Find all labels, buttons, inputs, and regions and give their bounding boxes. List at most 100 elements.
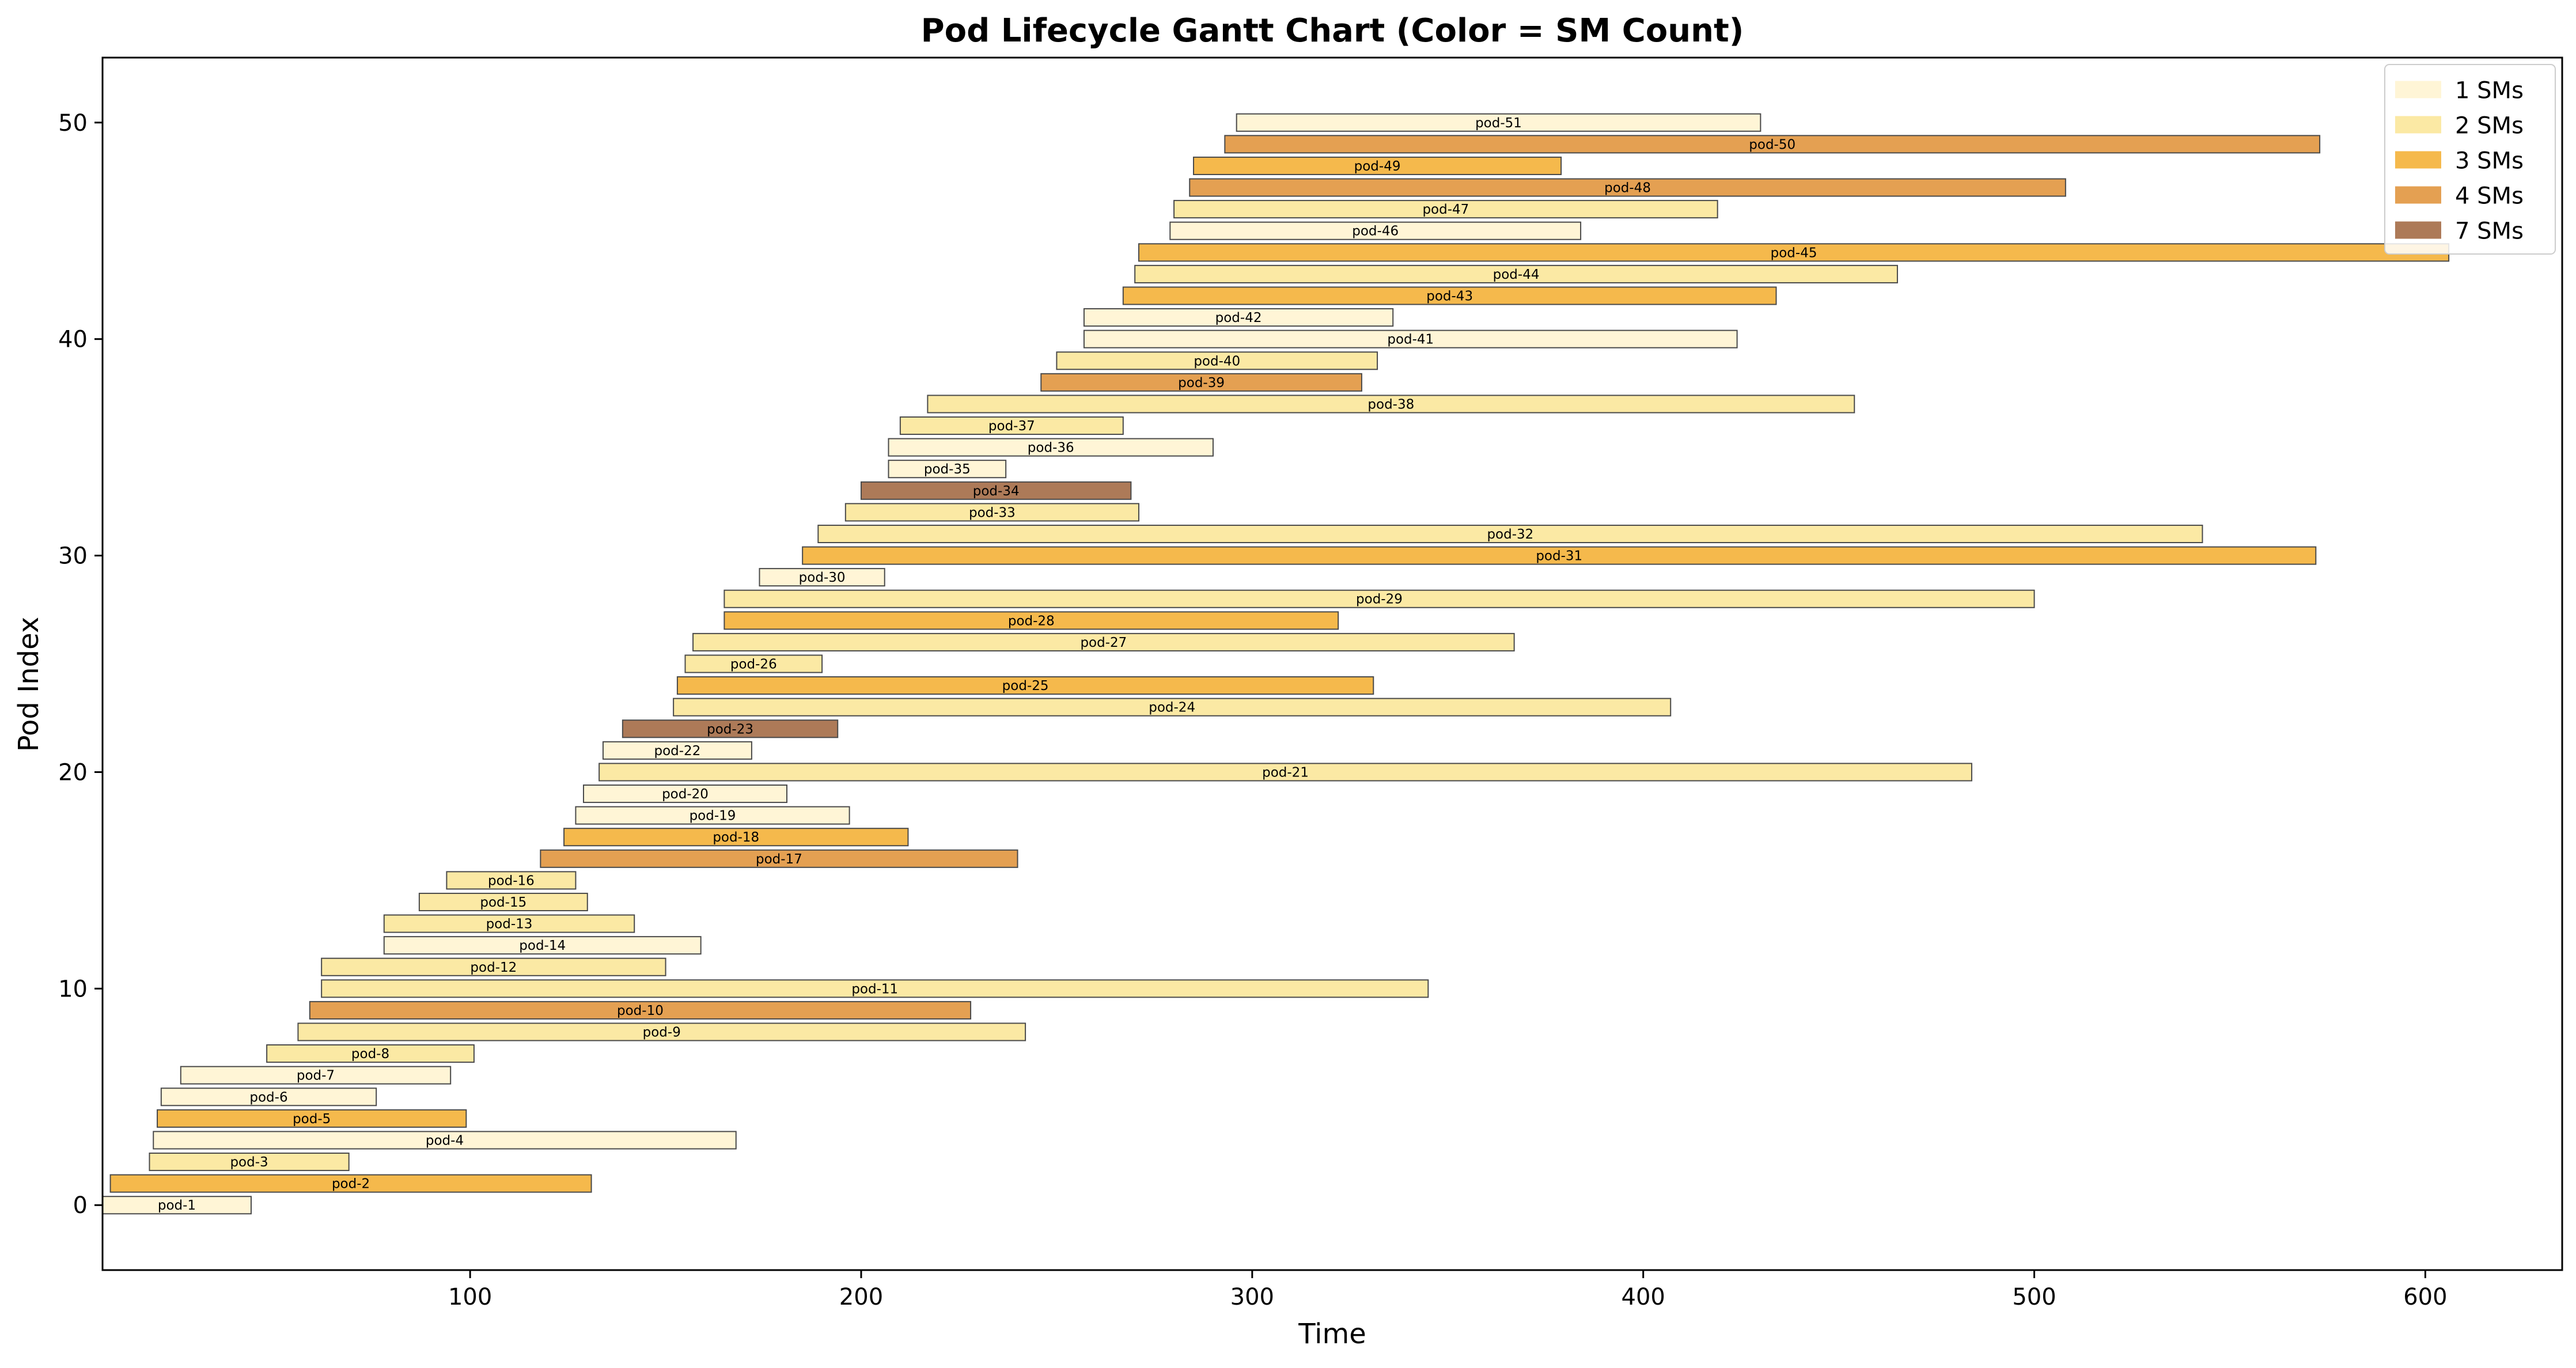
bar-label-pod-39: pod-39 bbox=[1178, 376, 1225, 391]
bar-label-pod-8: pod-8 bbox=[351, 1047, 389, 1062]
gantt-bar-pod-24 bbox=[673, 698, 1672, 717]
gantt-bar-pod-37 bbox=[899, 416, 1124, 435]
bar-label-pod-23: pod-23 bbox=[707, 722, 753, 737]
y-axis-label: Pod Index bbox=[13, 617, 45, 752]
bar-label-pod-11: pod-11 bbox=[851, 982, 898, 996]
bar-label-pod-40: pod-40 bbox=[1194, 354, 1240, 369]
y-tick-label: 30 bbox=[58, 543, 88, 570]
gantt-bar-pod-17 bbox=[540, 849, 1018, 868]
bar-label-pod-25: pod-25 bbox=[1002, 679, 1049, 694]
bar-label-pod-14: pod-14 bbox=[519, 938, 566, 953]
bar-label-pod-34: pod-34 bbox=[973, 484, 1020, 499]
x-tick-label: 100 bbox=[448, 1284, 492, 1310]
gantt-bar-pod-42 bbox=[1083, 308, 1394, 327]
legend-swatch bbox=[2395, 186, 2441, 204]
gantt-bar-pod-18 bbox=[563, 828, 909, 847]
bar-label-pod-48: pod-48 bbox=[1604, 181, 1651, 196]
axes-layer: 100 200 300 400 500 600 0 10 20 30 40 50 bbox=[58, 56, 2563, 1310]
bar-label-pod-20: pod-20 bbox=[662, 787, 709, 802]
bar-label-pod-45: pod-45 bbox=[1771, 245, 1817, 260]
bar-label-pod-19: pod-19 bbox=[690, 809, 736, 824]
plot-frame bbox=[101, 56, 2563, 1271]
bar-label-pod-35: pod-35 bbox=[924, 462, 971, 477]
bar-label-pod-46: pod-46 bbox=[1352, 224, 1399, 239]
bar-label-pod-26: pod-26 bbox=[730, 657, 777, 672]
x-tick-label: 200 bbox=[839, 1284, 883, 1310]
legend-swatch bbox=[2395, 151, 2441, 169]
gantt-bar-pod-49 bbox=[1193, 156, 1562, 175]
gantt-bar-pod-50 bbox=[1224, 135, 2321, 154]
gantt-bar-pod-48 bbox=[1189, 178, 2066, 197]
gantt-bar-pod-13 bbox=[383, 914, 635, 933]
bar-label-pod-47: pod-47 bbox=[1422, 202, 1469, 217]
gantt-bar-pod-9 bbox=[297, 1022, 1026, 1041]
gantt-bar-pod-19 bbox=[575, 806, 850, 825]
gantt-bar-pod-25 bbox=[676, 676, 1374, 695]
gantt-bar-pod-22 bbox=[602, 741, 752, 760]
bar-label-pod-30: pod-30 bbox=[799, 570, 846, 585]
chart-title: Pod Lifecycle Gantt Chart (Color = SM Co… bbox=[921, 12, 1744, 50]
gantt-bar-pod-43 bbox=[1122, 286, 1777, 305]
y-tick-label: 20 bbox=[58, 759, 88, 786]
bar-label-pod-6: pod-6 bbox=[249, 1090, 287, 1105]
bar-label-pod-7: pod-7 bbox=[297, 1068, 335, 1083]
x-axis-label: Time bbox=[1298, 1318, 1366, 1350]
gantt-bar-pod-38 bbox=[927, 395, 1855, 414]
gantt-bar-pod-11 bbox=[321, 979, 1429, 998]
bar-label-pod-33: pod-33 bbox=[969, 505, 1016, 520]
bar-label-pod-21: pod-21 bbox=[1262, 765, 1309, 780]
bars-layer: pod-1 pod-2 pod-3 pod-4 pod-5 pod-6 pod-7 pod-8… bbox=[102, 113, 2450, 1215]
legend-swatch bbox=[2395, 221, 2441, 239]
x-tick-label: 500 bbox=[2012, 1284, 2056, 1310]
bar-label-pod-41: pod-41 bbox=[1387, 332, 1434, 347]
legend: 1 SMs 2 SMs 3 SMs 4 SMs 7 SMs bbox=[2384, 64, 2556, 255]
bar-label-pod-50: pod-50 bbox=[1749, 137, 1795, 152]
gantt-bar-pod-12 bbox=[321, 957, 666, 976]
gantt-bar-pod-8 bbox=[266, 1044, 475, 1063]
gantt-bar-pod-10 bbox=[309, 1001, 972, 1020]
gantt-bar-pod-14 bbox=[383, 936, 702, 955]
gantt-bar-pod-7 bbox=[180, 1066, 452, 1085]
gantt-bar-pod-16 bbox=[446, 871, 577, 890]
bar-label-pod-1: pod-1 bbox=[158, 1198, 196, 1213]
gantt-bar-pod-3 bbox=[149, 1153, 350, 1172]
legend-swatch bbox=[2395, 116, 2441, 134]
bar-label-pod-37: pod-37 bbox=[988, 419, 1035, 434]
gantt-bar-pod-33 bbox=[844, 503, 1139, 522]
bar-label-pod-5: pod-5 bbox=[293, 1112, 331, 1127]
bar-label-pod-4: pod-4 bbox=[426, 1133, 464, 1148]
bar-label-pod-28: pod-28 bbox=[1008, 613, 1055, 628]
gantt-bar-pod-26 bbox=[684, 654, 823, 673]
bar-label-pod-13: pod-13 bbox=[486, 917, 533, 932]
y-tick-label: 10 bbox=[58, 976, 88, 1002]
bar-label-pod-18: pod-18 bbox=[713, 830, 759, 845]
bar-label-pod-31: pod-31 bbox=[1536, 549, 1582, 564]
bar-label-pod-24: pod-24 bbox=[1149, 700, 1195, 715]
bar-label-pod-3: pod-3 bbox=[230, 1155, 268, 1170]
legend-label: 1 SMs bbox=[2455, 78, 2524, 104]
gantt-bar-pod-15 bbox=[418, 892, 588, 912]
gantt-bar-pod-21 bbox=[598, 763, 1972, 782]
gantt-bar-pod-32 bbox=[817, 524, 2203, 544]
legend-swatch bbox=[2395, 81, 2441, 98]
gantt-bar-pod-40 bbox=[1056, 351, 1378, 370]
bar-label-pod-9: pod-9 bbox=[643, 1025, 681, 1040]
legend-label: 7 SMs bbox=[2455, 218, 2524, 245]
bar-label-pod-27: pod-27 bbox=[1080, 635, 1127, 650]
y-tick-label: 40 bbox=[58, 327, 88, 353]
bar-label-pod-32: pod-32 bbox=[1487, 527, 1533, 542]
gantt-bar-pod-20 bbox=[582, 785, 787, 804]
gantt-bar-pod-46 bbox=[1169, 221, 1582, 240]
gantt-bar-pod-39 bbox=[1040, 373, 1362, 392]
legend-label: 4 SMs bbox=[2455, 183, 2524, 210]
gantt-bar-pod-35 bbox=[888, 460, 1007, 479]
legend-label: 2 SMs bbox=[2455, 113, 2524, 139]
legend-box bbox=[2384, 64, 2556, 255]
bar-label-pod-22: pod-22 bbox=[654, 744, 700, 759]
gantt-bar-pod-1 bbox=[102, 1196, 252, 1215]
gantt-bar-pod-41 bbox=[1083, 329, 1738, 348]
bar-label-pod-15: pod-15 bbox=[480, 895, 526, 910]
bar-label-pod-16: pod-16 bbox=[488, 873, 535, 888]
